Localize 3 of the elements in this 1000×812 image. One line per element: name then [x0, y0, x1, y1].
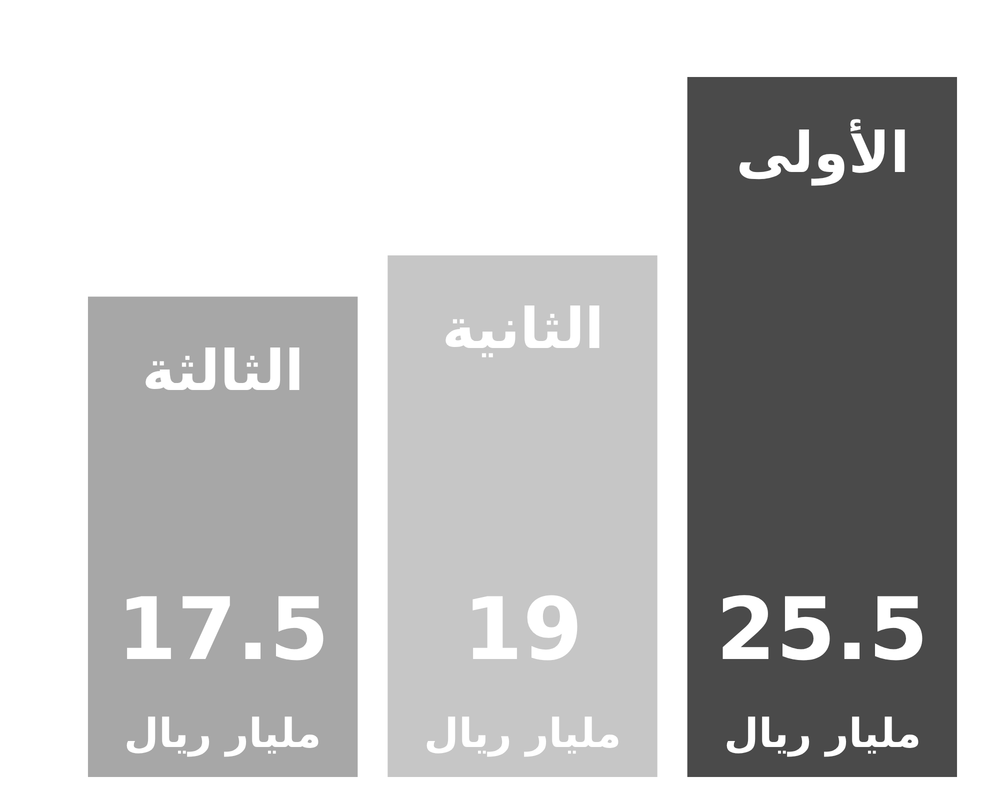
x-tick-label: الأولى — [736, 119, 910, 186]
x-tick-label: الثانية — [442, 297, 604, 362]
x-tick-label: الثالثة — [142, 339, 304, 404]
